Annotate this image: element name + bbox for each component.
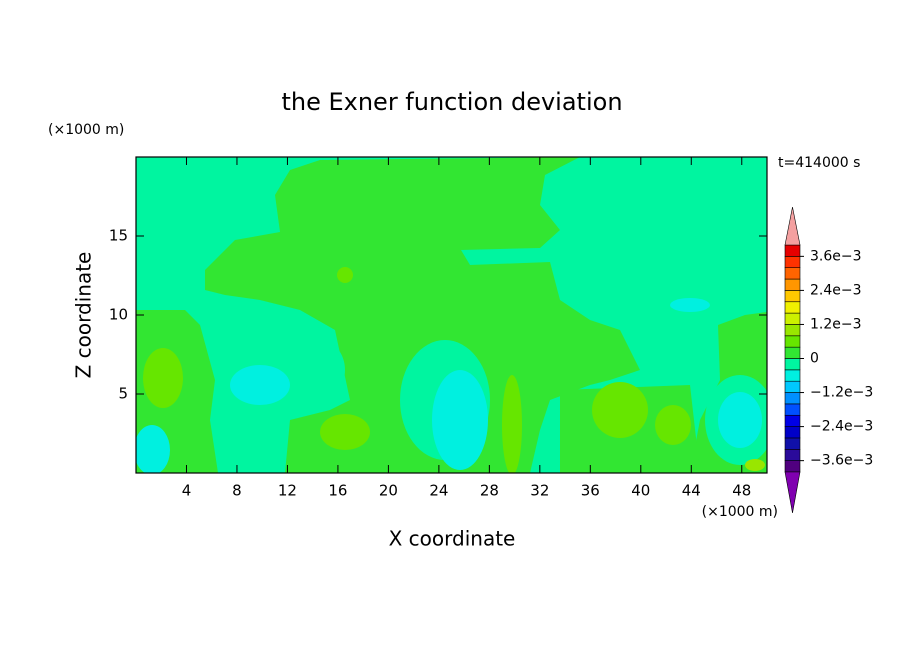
x-tick-label: 4 (182, 482, 192, 500)
contour-region (655, 405, 691, 445)
colorbar-box (784, 426, 801, 439)
y-tick-label: 5 (118, 385, 128, 403)
x-tick-label: 28 (480, 482, 499, 500)
colorbar-box (784, 437, 801, 450)
colorbar-box (784, 414, 801, 427)
contour-region (745, 459, 765, 471)
x-tick-label: 48 (732, 482, 751, 500)
colorbar-box (784, 256, 801, 269)
colorbar-box (784, 301, 801, 314)
x-tick-label: 8 (232, 482, 242, 500)
contour-region (432, 370, 488, 470)
colorbar-over (784, 206, 801, 246)
colorbar-box (784, 312, 801, 325)
contour-region (670, 298, 710, 312)
colorbar-box (784, 369, 801, 382)
x-unit: (×1000 m) (702, 504, 778, 520)
colorbar-box (784, 244, 801, 257)
contour-region (136, 425, 170, 473)
colorbar-box (784, 460, 801, 473)
colorbar-tick-label: 3.6e−3 (810, 248, 862, 264)
colorbar-tick-label: 1.2e−3 (810, 316, 862, 332)
colorbar-tick-label: −3.6e−3 (810, 453, 873, 469)
colorbar-box (784, 278, 801, 291)
x-tick-label: 32 (530, 482, 549, 500)
colorbar-tick-label: 2.4e−3 (810, 282, 862, 298)
x-tick-label: 16 (328, 482, 347, 500)
x-tick-label: 12 (278, 482, 297, 500)
colorbar-box (784, 335, 801, 348)
contour-region (205, 157, 640, 473)
colorbar-box (784, 267, 801, 280)
x-tick-label: 40 (631, 482, 650, 500)
chart-title: the Exner function deviation (281, 88, 622, 116)
colorbar-tick-label: −2.4e−3 (810, 419, 873, 435)
colorbar-box (784, 358, 801, 371)
contour-region (502, 375, 522, 473)
contour-region (320, 414, 370, 450)
x-axis-label: X coordinate (389, 527, 516, 551)
x-tick-label: 44 (682, 482, 701, 500)
colorbar-box (784, 290, 801, 303)
x-tick-label: 36 (581, 482, 600, 500)
contour-region (143, 348, 183, 408)
colorbar-under (784, 471, 801, 514)
contour-region (718, 392, 762, 448)
colorbar-box (784, 403, 801, 416)
time-label: t=414000 s (778, 155, 860, 171)
contour-region (295, 340, 345, 400)
colorbar-box (784, 392, 801, 405)
contour-region (230, 365, 290, 405)
y-axis-label: Z coordinate (72, 252, 96, 379)
contour-region (337, 267, 353, 283)
colorbar-box (784, 346, 801, 359)
colorbar-tick-label: 0 (810, 351, 819, 367)
x-tick-label: 20 (379, 482, 398, 500)
colorbar-tick-label: −1.2e−3 (810, 385, 873, 401)
colorbar-box (784, 380, 801, 393)
colorbar-box (784, 324, 801, 337)
x-tick-label: 24 (429, 482, 448, 500)
y-tick-label: 10 (109, 306, 128, 324)
colorbar-box (784, 448, 801, 461)
y-unit: (×1000 m) (48, 122, 124, 138)
contour-field (136, 157, 767, 473)
contour-region (592, 382, 648, 438)
y-tick-label: 15 (109, 227, 128, 245)
